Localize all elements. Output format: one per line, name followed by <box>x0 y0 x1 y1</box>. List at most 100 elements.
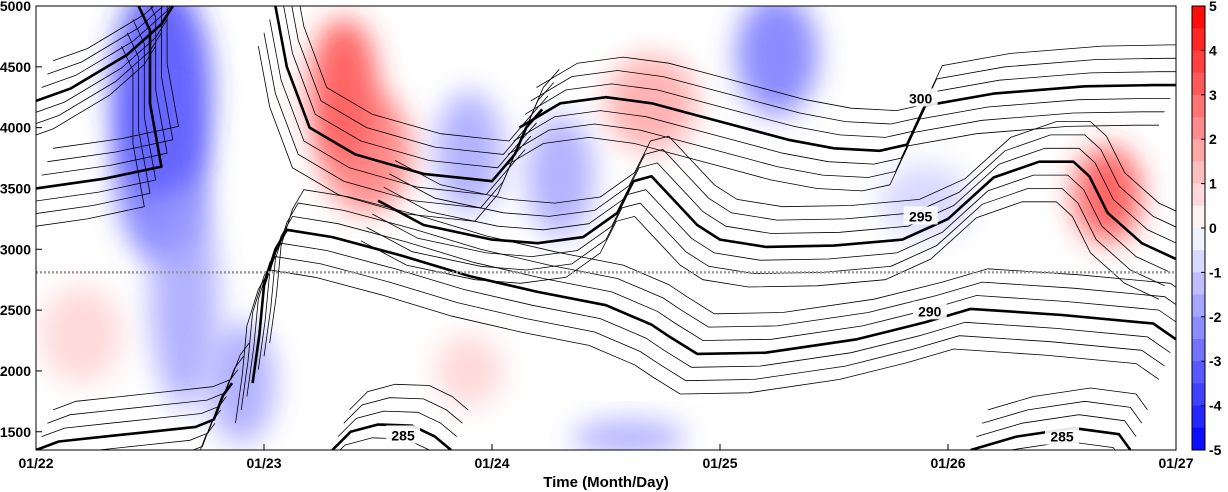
thin-contour <box>52 6 155 62</box>
thin-contour <box>235 269 1160 424</box>
anomaly-patch <box>1073 145 1142 244</box>
thin-contour <box>372 174 1171 273</box>
thin-contour <box>52 342 250 411</box>
x-tick-label: 01/25 <box>702 455 737 471</box>
thin-contour <box>47 6 174 163</box>
thin-contour <box>199 422 216 450</box>
contour-290 <box>36 382 234 450</box>
anomaly-patch <box>735 6 819 116</box>
colorbar-band <box>1192 183 1205 207</box>
y-axis: 1500 2000 2500 3000 3500 4000 4500 5000 <box>0 0 42 440</box>
thin-contour <box>389 134 1176 228</box>
thin-contour <box>41 6 168 176</box>
thin-contour <box>36 45 145 227</box>
anomaly-patch <box>879 164 971 238</box>
thin-contour <box>954 468 1114 490</box>
colorbar-band <box>1192 72 1205 96</box>
colorbar: 5 4 3 2 1 0 -1 -2 -3 -4 -5 <box>1191 0 1222 458</box>
colorbar-tick-label: 2 <box>1209 131 1217 147</box>
thin-contour <box>53 6 179 149</box>
contour-labels: 300 295 290 285 285 <box>386 88 1079 445</box>
contour-label: 285 <box>391 427 415 443</box>
anomaly-field <box>40 6 1142 450</box>
y-tick-label: 3500 <box>0 180 31 196</box>
anomaly-patch <box>435 91 504 213</box>
plot-frame <box>35 5 1177 451</box>
thin-contour <box>349 383 469 411</box>
contour-label: 295 <box>909 208 933 224</box>
thin-contour <box>299 6 560 142</box>
thin-contour <box>315 465 434 491</box>
y-tick-label: 4000 <box>0 120 31 136</box>
colorbar-band <box>1192 94 1205 118</box>
thin-contour <box>513 98 1171 165</box>
y-tick-label: 2500 <box>0 302 31 318</box>
x-axis-title: Time (Month/Day) <box>543 474 669 491</box>
thin-contour <box>192 409 222 450</box>
colorbar-band <box>1192 50 1205 74</box>
x-tick-label: 01/23 <box>246 455 281 471</box>
x-tick-label: 01/27 <box>1158 455 1193 471</box>
colorbar-tick-label: 0 <box>1209 220 1217 236</box>
colorbar-band <box>1192 139 1205 162</box>
colorbar-band <box>1192 250 1205 273</box>
contour-label-bg <box>903 88 938 107</box>
colorbar-band <box>1192 316 1205 340</box>
thin-contour <box>360 201 1160 300</box>
contour-290 <box>251 228 1176 384</box>
isentrope-contours <box>36 6 1176 491</box>
thin-contour <box>36 19 168 113</box>
anomaly-patch <box>435 334 504 408</box>
thin-contour <box>41 369 239 437</box>
y-tick-label: 4500 <box>0 59 31 75</box>
thin-contour <box>394 121 1176 212</box>
x-tick-label: 01/26 <box>930 455 965 471</box>
contour-295 <box>377 160 1176 261</box>
anomaly-patch <box>321 91 413 213</box>
thin-contour <box>41 6 171 88</box>
thin-contour <box>36 45 157 136</box>
x-tick-label: 01/24 <box>474 455 509 471</box>
y-tick-label: 2000 <box>0 363 31 379</box>
thin-contour <box>366 188 1165 287</box>
thin-contour <box>502 124 1159 192</box>
colorbar-band <box>1192 427 1205 451</box>
colorbar-band <box>1192 161 1205 185</box>
colorbar-band <box>1192 117 1205 140</box>
colorbar-band <box>1192 28 1205 51</box>
thin-contour <box>47 356 244 424</box>
anomaly-patch <box>526 115 595 238</box>
thin-contour <box>47 6 164 75</box>
colorbar-tick-label: 3 <box>1209 87 1217 103</box>
colorbar-band <box>1192 339 1205 362</box>
y-tick-label: 3000 <box>0 241 31 257</box>
thin-contour <box>269 189 1176 344</box>
thin-contour <box>987 387 1148 411</box>
colorbar-band <box>1192 228 1205 251</box>
contour-label: 290 <box>918 303 942 319</box>
contour-300 <box>36 6 174 103</box>
thin-contour <box>982 400 1143 424</box>
contour-285 <box>331 423 452 450</box>
colorbar-tick-label: -1 <box>1209 264 1222 280</box>
anomaly-patch <box>150 188 219 408</box>
colorbar-tick-label: 1 <box>1209 176 1217 192</box>
colorbar-tick-label: -4 <box>1209 398 1222 414</box>
contour-label-bg <box>1045 426 1079 445</box>
y-tick-label: 5000 <box>0 0 31 14</box>
thin-contour <box>383 147 1176 244</box>
x-axis: 01/22 01/23 01/24 01/25 01/26 01/27 <box>18 444 1194 471</box>
colorbar-tick-label: 5 <box>1209 0 1217 14</box>
contour-300 <box>518 83 1176 153</box>
anomaly-patch <box>40 285 123 384</box>
thin-contour <box>263 202 1176 357</box>
colorbar-band <box>1192 405 1205 429</box>
thin-contour <box>343 397 463 424</box>
thin-contour <box>36 32 151 214</box>
contour-label-bg <box>903 206 938 225</box>
thin-contour <box>530 57 1176 125</box>
anomaly-patch <box>571 419 686 450</box>
colorbar-band <box>1192 383 1205 407</box>
thin-contour <box>257 215 1176 370</box>
colorbar-band <box>1192 6 1205 29</box>
